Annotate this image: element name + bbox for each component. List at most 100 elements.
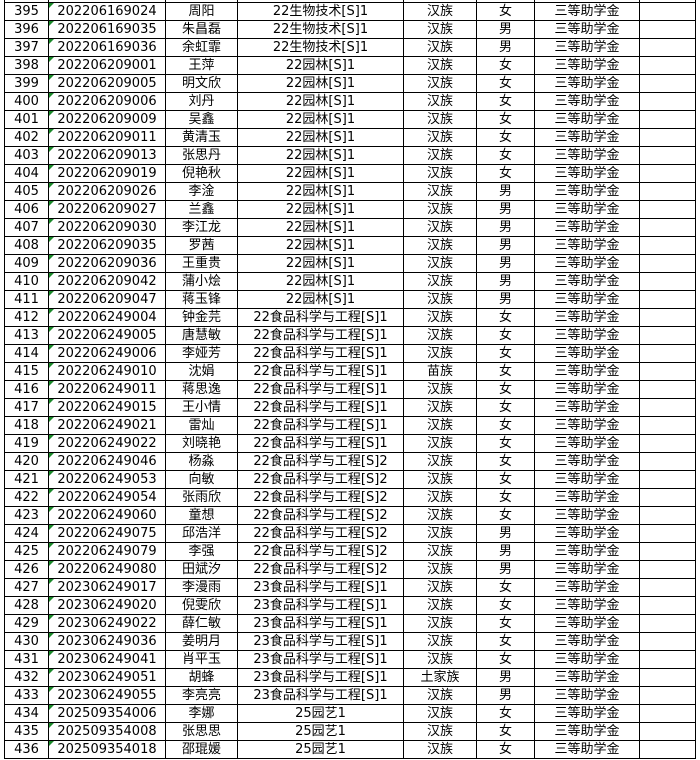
name-cell[interactable]: 王重贵 <box>165 254 238 273</box>
award-cell[interactable]: 三等助学金 <box>534 164 640 183</box>
name-cell[interactable]: 李娅芳 <box>165 344 238 363</box>
gender-cell[interactable]: 女 <box>476 722 535 741</box>
index-cell[interactable]: 427 <box>4 578 49 597</box>
name-cell[interactable]: 李强 <box>165 542 238 561</box>
index-cell[interactable]: 421 <box>4 470 49 489</box>
class-cell[interactable]: 22食品科学与工程[S]1 <box>237 416 404 435</box>
class-cell[interactable]: 23食品科学与工程[S]1 <box>237 596 404 615</box>
index-cell[interactable]: 430 <box>4 632 49 651</box>
name-cell[interactable]: 李江龙 <box>165 218 238 237</box>
ethnicity-cell[interactable]: 汉族 <box>403 470 477 489</box>
class-cell[interactable]: 22食品科学与工程[S]2 <box>237 560 404 579</box>
index-cell[interactable]: 404 <box>4 164 49 183</box>
ethnicity-cell[interactable]: 汉族 <box>403 686 477 705</box>
index-cell[interactable]: 412 <box>4 308 49 327</box>
ethnicity-cell[interactable]: 苗族 <box>403 362 477 381</box>
class-cell[interactable]: 22园林[S]1 <box>237 236 404 255</box>
index-cell[interactable]: 402 <box>4 128 49 147</box>
class-cell[interactable]: 22生物技术[S]1 <box>237 2 404 21</box>
empty-cell[interactable] <box>639 74 696 93</box>
student-id-cell[interactable]: 202206249080 <box>48 560 166 579</box>
class-cell[interactable]: 23食品科学与工程[S]1 <box>237 614 404 633</box>
gender-cell[interactable]: 男 <box>476 254 535 273</box>
class-cell[interactable]: 22园林[S]1 <box>237 218 404 237</box>
student-id-cell[interactable]: 202206209013 <box>48 146 166 165</box>
name-cell[interactable]: 邱浩洋 <box>165 524 238 543</box>
name-cell[interactable]: 周阳 <box>165 2 238 21</box>
gender-cell[interactable]: 女 <box>476 614 535 633</box>
empty-cell[interactable] <box>639 200 696 219</box>
empty-cell[interactable] <box>639 146 696 165</box>
index-cell[interactable]: 429 <box>4 614 49 633</box>
ethnicity-cell[interactable]: 汉族 <box>403 704 477 723</box>
name-cell[interactable]: 张思思 <box>165 722 238 741</box>
award-cell[interactable]: 三等助学金 <box>534 560 640 579</box>
index-cell[interactable]: 416 <box>4 380 49 399</box>
student-id-cell[interactable]: 202206169024 <box>48 2 166 21</box>
name-cell[interactable]: 蒋玉锋 <box>165 290 238 309</box>
award-cell[interactable]: 三等助学金 <box>534 668 640 687</box>
award-cell[interactable]: 三等助学金 <box>534 506 640 525</box>
gender-cell[interactable]: 男 <box>476 272 535 291</box>
name-cell[interactable]: 余虹霏 <box>165 38 238 57</box>
class-cell[interactable]: 22食品科学与工程[S]1 <box>237 308 404 327</box>
index-cell[interactable]: 422 <box>4 488 49 507</box>
gender-cell[interactable]: 男 <box>476 218 535 237</box>
award-cell[interactable]: 三等助学金 <box>534 362 640 381</box>
empty-cell[interactable] <box>639 488 696 507</box>
ethnicity-cell[interactable]: 汉族 <box>403 200 477 219</box>
award-cell[interactable]: 三等助学金 <box>534 38 640 57</box>
award-cell[interactable]: 三等助学金 <box>534 110 640 129</box>
student-id-cell[interactable]: 202206249054 <box>48 488 166 507</box>
gender-cell[interactable]: 男 <box>476 686 535 705</box>
gender-cell[interactable]: 女 <box>476 380 535 399</box>
empty-cell[interactable] <box>639 344 696 363</box>
ethnicity-cell[interactable]: 汉族 <box>403 74 477 93</box>
award-cell[interactable]: 三等助学金 <box>534 20 640 39</box>
gender-cell[interactable]: 男 <box>476 290 535 309</box>
class-cell[interactable]: 22园林[S]1 <box>237 164 404 183</box>
index-cell[interactable]: 398 <box>4 56 49 75</box>
ethnicity-cell[interactable]: 汉族 <box>403 254 477 273</box>
empty-cell[interactable] <box>639 110 696 129</box>
class-cell[interactable]: 22食品科学与工程[S]1 <box>237 362 404 381</box>
name-cell[interactable]: 李娜 <box>165 704 238 723</box>
index-cell[interactable]: 426 <box>4 560 49 579</box>
gender-cell[interactable]: 女 <box>476 740 535 759</box>
award-cell[interactable]: 三等助学金 <box>534 308 640 327</box>
empty-cell[interactable] <box>639 704 696 723</box>
empty-cell[interactable] <box>639 20 696 39</box>
student-id-cell[interactable]: 202206249053 <box>48 470 166 489</box>
gender-cell[interactable]: 男 <box>476 20 535 39</box>
student-id-cell[interactable]: 202509354008 <box>48 722 166 741</box>
index-cell[interactable]: 424 <box>4 524 49 543</box>
empty-cell[interactable] <box>639 434 696 453</box>
name-cell[interactable]: 胡蜂 <box>165 668 238 687</box>
class-cell[interactable]: 22食品科学与工程[S]1 <box>237 434 404 453</box>
index-cell[interactable]: 396 <box>4 20 49 39</box>
index-cell[interactable]: 432 <box>4 668 49 687</box>
gender-cell[interactable]: 女 <box>476 632 535 651</box>
student-id-cell[interactable]: 202206209009 <box>48 110 166 129</box>
student-id-cell[interactable]: 202509354006 <box>48 704 166 723</box>
class-cell[interactable]: 22食品科学与工程[S]2 <box>237 470 404 489</box>
name-cell[interactable]: 蒋思逸 <box>165 380 238 399</box>
class-cell[interactable]: 22园林[S]1 <box>237 182 404 201</box>
ethnicity-cell[interactable]: 汉族 <box>403 218 477 237</box>
student-id-cell[interactable]: 202206209030 <box>48 218 166 237</box>
index-cell[interactable]: 425 <box>4 542 49 561</box>
index-cell[interactable]: 414 <box>4 344 49 363</box>
index-cell[interactable]: 435 <box>4 722 49 741</box>
ethnicity-cell[interactable]: 汉族 <box>403 326 477 345</box>
class-cell[interactable]: 22生物技术[S]1 <box>237 20 404 39</box>
name-cell[interactable]: 姜明月 <box>165 632 238 651</box>
gender-cell[interactable]: 女 <box>476 704 535 723</box>
student-id-cell[interactable]: 202206249060 <box>48 506 166 525</box>
ethnicity-cell[interactable]: 汉族 <box>403 380 477 399</box>
student-id-cell[interactable]: 202206209036 <box>48 254 166 273</box>
name-cell[interactable]: 钟金芫 <box>165 308 238 327</box>
gender-cell[interactable]: 男 <box>476 542 535 561</box>
gender-cell[interactable]: 男 <box>476 524 535 543</box>
ethnicity-cell[interactable]: 汉族 <box>403 290 477 309</box>
student-id-cell[interactable]: 202206249022 <box>48 434 166 453</box>
